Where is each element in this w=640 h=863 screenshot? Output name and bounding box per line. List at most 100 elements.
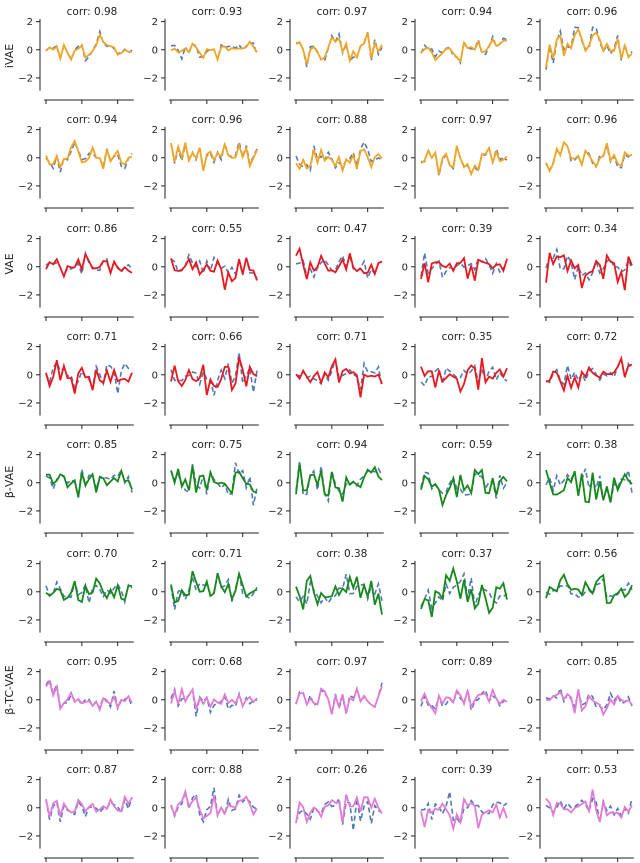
y-tick-label: 2 [152, 559, 158, 570]
panels-grid: corr: 0.98 2 0 −2 corr: 0.93 2 0 −2 corr: 0.97 2 0… [18, 6, 634, 862]
y-tick-label: −2 [268, 723, 283, 734]
y-tick-label: 0 [402, 153, 408, 164]
panel-title: corr: 0.39 [442, 223, 493, 235]
panel-title: corr: 0.96 [192, 114, 243, 126]
y-tick-label: −2 [268, 398, 283, 409]
series-true-source [545, 797, 633, 823]
panel-title: corr: 0.39 [442, 764, 493, 776]
series-estimated-source [295, 685, 383, 715]
series-estimated-source [545, 27, 633, 68]
subplot: corr: 0.38 2 0 −2 [268, 548, 384, 646]
subplot: corr: 0.34 2 0 −2 [518, 223, 634, 321]
y-tick-label: −2 [393, 723, 408, 734]
y-tick-label: 0 [527, 45, 533, 56]
y-tick-label: 0 [27, 262, 33, 273]
y-tick-label: 0 [402, 803, 408, 814]
series-estimated-source [45, 138, 133, 170]
series-true-source [420, 791, 508, 826]
y-tick-label: 0 [402, 587, 408, 598]
series-estimated-source [295, 146, 383, 174]
series-estimated-source [45, 251, 133, 279]
subplot: corr: 0.85 2 0 −2 [518, 656, 634, 754]
y-tick-label: −2 [393, 290, 408, 301]
series-true-source [420, 571, 508, 611]
y-tick-label: −2 [268, 615, 283, 626]
panel-title: corr: 0.75 [192, 439, 243, 451]
series-estimated-source [45, 32, 133, 62]
series-estimated-source [545, 252, 633, 291]
panel-title: corr: 0.55 [192, 223, 243, 235]
y-tick-label: 2 [402, 667, 408, 678]
y-tick-label: 2 [527, 342, 533, 353]
series-estimated-source [295, 246, 383, 280]
panel-title: corr: 0.71 [192, 548, 243, 560]
series-true-source [45, 468, 133, 498]
series-true-source [545, 685, 633, 711]
y-tick-label: −2 [518, 831, 533, 842]
subplot: corr: 0.94 2 0 −2 [268, 439, 384, 537]
panel-title: corr: 0.68 [192, 656, 243, 668]
subplot: corr: 0.75 2 0 −2 [143, 439, 259, 537]
series-estimated-source [545, 355, 633, 394]
y-tick-label: 2 [152, 17, 158, 28]
y-tick-label: 2 [402, 450, 408, 461]
series-estimated-source [295, 463, 383, 502]
y-tick-label: 0 [527, 695, 533, 706]
series-estimated-source [170, 788, 258, 820]
series-true-source [420, 34, 508, 66]
series-estimated-source [170, 570, 258, 604]
y-tick-label: −2 [268, 73, 283, 84]
series-estimated-source [545, 469, 633, 504]
y-tick-label: 0 [152, 803, 158, 814]
subplot: corr: 0.89 2 0 −2 [393, 656, 509, 754]
series-estimated-source [545, 789, 633, 823]
y-tick-label: 0 [152, 478, 158, 489]
y-tick-label: −2 [18, 290, 33, 301]
panel-title: corr: 0.66 [192, 331, 243, 343]
series-estimated-source [420, 687, 508, 716]
y-tick-label: 2 [27, 342, 33, 353]
panel-title: corr: 0.38 [567, 439, 618, 451]
panel-title: corr: 0.35 [442, 331, 493, 343]
series-estimated-source [170, 356, 258, 396]
y-tick-label: 2 [527, 234, 533, 245]
y-tick-label: −2 [143, 181, 158, 192]
subplot: corr: 0.93 2 0 −2 [143, 6, 259, 104]
y-tick-label: 0 [527, 803, 533, 814]
y-tick-label: −2 [393, 506, 408, 517]
series-estimated-source [45, 679, 133, 713]
series-estimated-source [420, 467, 508, 509]
series-estimated-source [295, 573, 383, 615]
series-estimated-source [45, 794, 133, 817]
y-tick-label: 0 [402, 695, 408, 706]
y-tick-label: −2 [18, 181, 33, 192]
subplot: corr: 0.97 2 0 −2 [268, 6, 384, 104]
subplot: corr: 0.85 2 0 −2 [18, 439, 134, 537]
y-tick-label: 2 [27, 559, 33, 570]
y-tick-label: 2 [152, 667, 158, 678]
panel-title: corr: 0.96 [567, 6, 618, 18]
panel-title: corr: 0.98 [67, 6, 118, 18]
y-tick-label: −2 [143, 290, 158, 301]
subplot: corr: 0.86 2 0 −2 [18, 223, 134, 321]
series-estimated-source [170, 256, 258, 290]
y-tick-label: 2 [277, 17, 283, 28]
y-tick-label: 0 [27, 153, 33, 164]
series-true-source [45, 579, 133, 606]
y-tick-label: −2 [143, 723, 158, 734]
y-tick-label: −2 [393, 831, 408, 842]
subplot: corr: 0.71 2 0 −2 [18, 331, 134, 429]
panel-title: corr: 0.53 [567, 764, 618, 776]
y-tick-label: −2 [18, 73, 33, 84]
series-estimated-source [45, 576, 133, 604]
y-tick-label: −2 [18, 831, 33, 842]
y-tick-label: −2 [518, 181, 533, 192]
y-tick-label: 2 [27, 667, 33, 678]
subplot: corr: 0.38 2 0 −2 [518, 439, 634, 537]
y-tick-label: −2 [518, 506, 533, 517]
y-tick-label: 2 [277, 450, 283, 461]
series-estimated-source [420, 37, 508, 64]
series-true-source [295, 358, 383, 390]
series-true-source [170, 352, 258, 396]
